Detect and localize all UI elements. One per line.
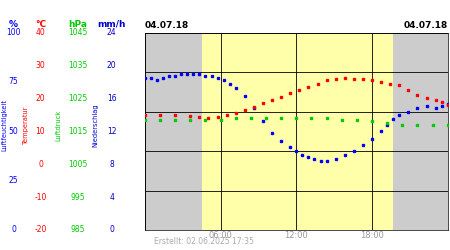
Text: 1005: 1005 bbox=[68, 160, 87, 169]
Text: 1015: 1015 bbox=[68, 127, 87, 136]
Text: °C: °C bbox=[35, 20, 46, 29]
Text: Temperatur: Temperatur bbox=[22, 106, 28, 144]
Text: 20: 20 bbox=[36, 94, 45, 103]
Text: 24: 24 bbox=[107, 28, 117, 37]
Text: 995: 995 bbox=[70, 192, 85, 202]
Bar bbox=[145, 32, 202, 230]
Bar bbox=[393, 32, 448, 230]
Text: 25: 25 bbox=[9, 176, 18, 185]
Text: 100: 100 bbox=[6, 28, 21, 37]
Text: 1045: 1045 bbox=[68, 28, 87, 37]
Text: Niederschlag: Niederschlag bbox=[92, 103, 98, 147]
Text: 985: 985 bbox=[70, 226, 85, 234]
Text: 1035: 1035 bbox=[68, 61, 87, 70]
Text: hPa: hPa bbox=[68, 20, 87, 29]
Text: 4: 4 bbox=[109, 192, 114, 202]
Text: -20: -20 bbox=[34, 226, 47, 234]
Text: 04.07.18: 04.07.18 bbox=[145, 21, 189, 30]
Text: Luftfeuchtigkeit: Luftfeuchtigkeit bbox=[1, 99, 7, 151]
Text: 0: 0 bbox=[38, 160, 43, 169]
Text: 1025: 1025 bbox=[68, 94, 87, 103]
Text: 50: 50 bbox=[9, 127, 18, 136]
Bar bbox=[202, 32, 393, 230]
Text: 16: 16 bbox=[107, 94, 117, 103]
Text: 10: 10 bbox=[36, 127, 45, 136]
Text: 20: 20 bbox=[107, 61, 117, 70]
Text: 12: 12 bbox=[107, 127, 117, 136]
Text: 0: 0 bbox=[11, 226, 16, 234]
Text: 75: 75 bbox=[9, 78, 18, 86]
Text: Erstellt: 02.06.2025 17:35: Erstellt: 02.06.2025 17:35 bbox=[154, 237, 254, 246]
Text: 40: 40 bbox=[36, 28, 45, 37]
Text: Luftdruck: Luftdruck bbox=[55, 110, 61, 140]
Text: %: % bbox=[9, 20, 18, 29]
Text: 04.07.18: 04.07.18 bbox=[404, 21, 448, 30]
Text: -10: -10 bbox=[34, 192, 47, 202]
Text: 8: 8 bbox=[109, 160, 114, 169]
Text: 30: 30 bbox=[36, 61, 45, 70]
Text: mm/h: mm/h bbox=[97, 20, 126, 29]
Text: 0: 0 bbox=[109, 226, 114, 234]
